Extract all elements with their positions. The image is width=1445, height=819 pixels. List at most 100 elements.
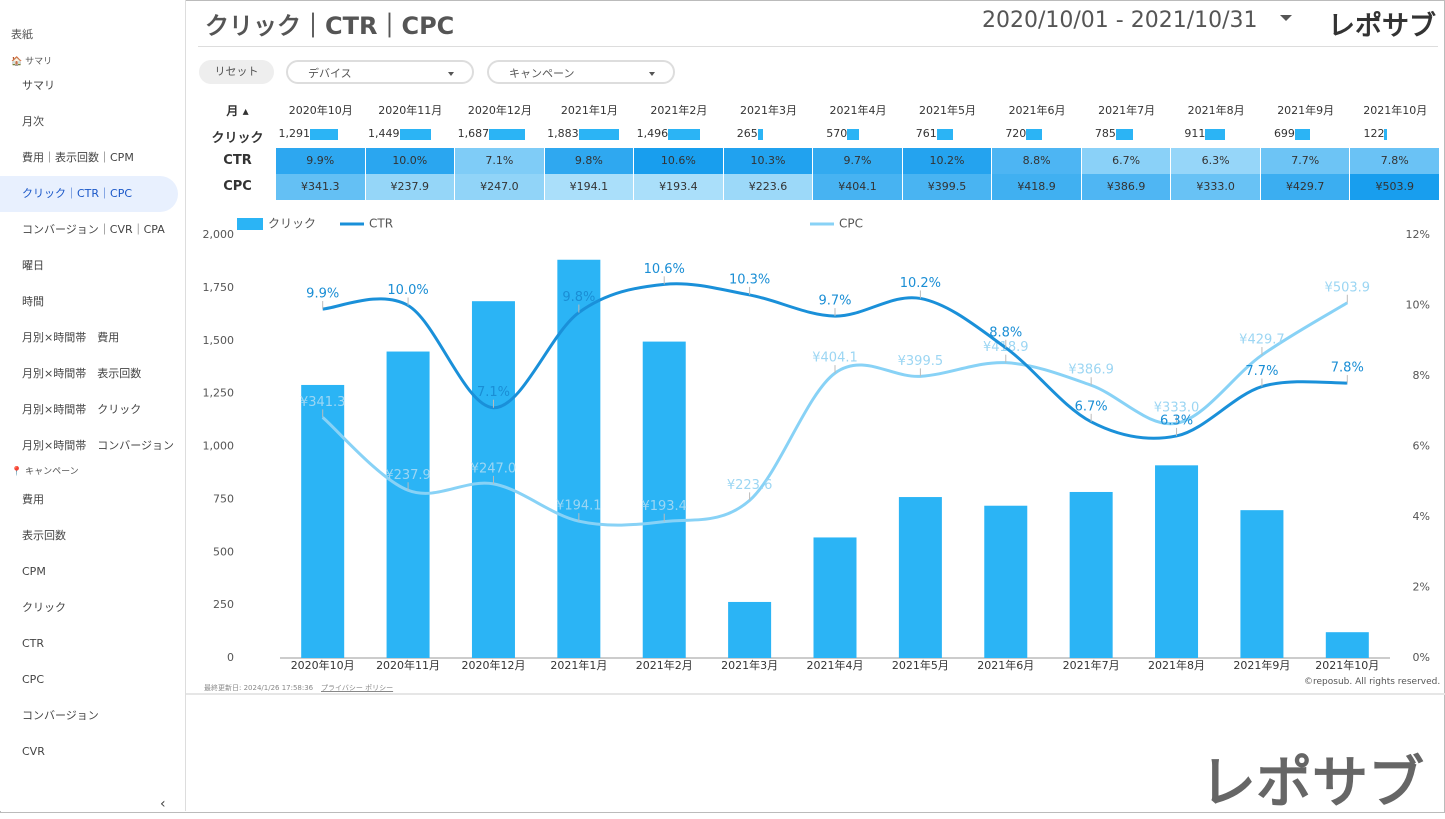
column-header: 2021年4月: [829, 104, 887, 117]
cpc-cell: ¥341.3: [276, 174, 366, 200]
sidebar-item[interactable]: 費用｜表示回数｜CPM: [22, 151, 134, 164]
bar: [1325, 632, 1369, 658]
x-tick-label: 2021年9月: [1233, 658, 1290, 672]
click-bar: [1384, 128, 1388, 140]
x-tick-label: 2021年6月: [977, 658, 1034, 672]
data-label: ¥223.6: [727, 478, 773, 493]
click-cell: 720: [992, 127, 1082, 140]
legend-label: CTR: [369, 217, 393, 231]
sidebar-item[interactable]: 月別×時間帯 表示回数: [22, 367, 142, 380]
y-tick-label: 250: [213, 598, 234, 611]
legend-label: クリック: [268, 217, 316, 231]
column-header: 2020年12月: [467, 104, 532, 117]
column-header: 2021年2月: [650, 104, 708, 117]
filter-label: キャンペーン: [509, 67, 575, 80]
sidebar-item[interactable]: コンバージョン: [22, 709, 99, 722]
sidebar-item[interactable]: CTR: [22, 637, 45, 650]
last-updated: 最終更新日: 2024/1/26 17:58:36: [204, 684, 314, 692]
ctr-cell: 10.6%: [634, 148, 724, 174]
logo: レポサブ: [1328, 11, 1436, 42]
legend-label: CPC: [839, 217, 863, 231]
bar: [301, 384, 345, 658]
ctr-cell: 7.8%: [1350, 148, 1440, 174]
sidebar-item[interactable]: クリック｜CTR｜CPC: [0, 176, 178, 212]
y-tick-label: 1,500: [203, 334, 235, 347]
chart: 0 250 500 750 1,000 1,250 1,500 1,750 2,000 0% 2% 4…: [203, 217, 1431, 673]
filter-dropdown[interactable]: デバイス: [286, 60, 474, 84]
ctr-cell: 8.8%: [992, 148, 1082, 174]
y2-tick-label: 0%: [1413, 651, 1430, 664]
cpc-cell: ¥399.5: [902, 174, 993, 200]
sidebar: 表紙 ‹ 🏠 サマリ サマリ 月次 費用｜表示回数｜CPM クリック｜CTR｜CPC コン…: [0, 0, 186, 812]
sidebar-section: 📍 キャンペーン: [11, 467, 79, 477]
sidebar-item[interactable]: 費用: [22, 493, 44, 506]
section-label: キャンペーン: [25, 467, 79, 477]
sidebar-item[interactable]: 月別×時間帯 コンバージョン: [22, 439, 174, 452]
sidebar-item[interactable]: 表示回数: [22, 529, 66, 542]
bar: [813, 537, 857, 658]
data-label: ¥237.9: [385, 468, 431, 483]
column-header: 2021年6月: [1008, 104, 1066, 117]
copyright: ©reposub. All rights reserved.: [1304, 677, 1441, 687]
sidebar-item[interactable]: クリック: [22, 601, 66, 614]
y-tick-label: 2,000: [203, 228, 235, 241]
ctr-cell: 10.0%: [365, 148, 456, 174]
sidebar-item[interactable]: 月次: [22, 115, 44, 128]
click-cell: 1,496: [634, 127, 724, 140]
click-bar: [1294, 128, 1310, 140]
cpc-cell: ¥247.0: [455, 174, 545, 200]
column-header: 2021年5月: [919, 104, 977, 117]
sidebar-item[interactable]: 月別×時間帯 費用: [22, 331, 120, 344]
click-cell: 1,883: [545, 127, 635, 140]
column-header: 2020年11月: [378, 104, 443, 117]
x-tick-label: 2020年10月: [291, 658, 355, 672]
privacy-link[interactable]: プライバシー ポリシー: [321, 684, 394, 692]
bar: [984, 505, 1028, 658]
click-value: 122: [1363, 127, 1385, 140]
sidebar-item[interactable]: CPC: [22, 673, 44, 686]
sidebar-item[interactable]: 月別×時間帯 クリック: [22, 403, 142, 416]
filter-dropdown[interactable]: キャンペーン: [487, 60, 675, 84]
x-tick-label: 2021年3月: [721, 658, 778, 672]
sidebar-item[interactable]: CPM: [22, 565, 46, 578]
data-label: ¥247.0: [471, 461, 517, 476]
click-cell: 699: [1261, 127, 1351, 140]
reset-button[interactable]: リセット: [199, 60, 274, 84]
click-value: 1,687: [457, 127, 490, 140]
ctr-cell: 9.7%: [813, 148, 903, 174]
sidebar-item[interactable]: CVR: [22, 745, 45, 758]
click-value: 1,449: [368, 127, 400, 140]
sort-icon[interactable]: ▴: [238, 104, 249, 118]
collapse-icon[interactable]: ‹: [160, 796, 166, 812]
sidebar-item[interactable]: コンバージョン｜CVR｜CPA: [22, 223, 165, 236]
data-label: ¥503.9: [1325, 280, 1371, 295]
cpc-cell: ¥223.6: [723, 174, 814, 200]
y2-tick-label: 4%: [1413, 510, 1430, 523]
date-range[interactable]: 2020/10/01 - 2021/10/31: [982, 8, 1258, 33]
month-header: 月 ▴: [200, 102, 275, 119]
y2-tick-label: 10%: [1406, 299, 1430, 312]
sidebar-item[interactable]: サマリ: [22, 79, 55, 92]
data-label: ¥333.0: [1154, 401, 1200, 416]
click-cell: 785: [1082, 127, 1172, 140]
pivot-table: 月 ▴ クリック CTR CPC 2020年10月 1,291 9.9% ¥341.3 2020…: [200, 96, 1440, 202]
sidebar-top[interactable]: 表紙: [11, 28, 33, 41]
cpc-cell: ¥194.1: [544, 174, 635, 200]
ctr-cell: 10.2%: [902, 148, 993, 174]
sidebar-item[interactable]: 曜日: [22, 259, 44, 272]
click-bar: [1115, 128, 1133, 140]
click-value: 570: [826, 127, 848, 140]
x-tick-label: 2021年1月: [550, 658, 607, 672]
sidebar-item[interactable]: 時間: [22, 295, 44, 308]
column-header: 2021年9月: [1277, 104, 1335, 117]
y-tick-label: 750: [213, 492, 234, 505]
click-bar: [399, 128, 431, 140]
data-label: ¥429.7: [1239, 333, 1285, 348]
click-bar: [1026, 128, 1042, 140]
date-caret[interactable]: [1280, 15, 1292, 21]
column-header: 2020年10月: [288, 104, 353, 117]
ctr-cell: 7.7%: [1260, 148, 1351, 174]
x-tick-label: 2021年2月: [636, 658, 693, 672]
click-value: 720: [1005, 127, 1027, 140]
column-header: 2021年10月: [1363, 104, 1428, 117]
